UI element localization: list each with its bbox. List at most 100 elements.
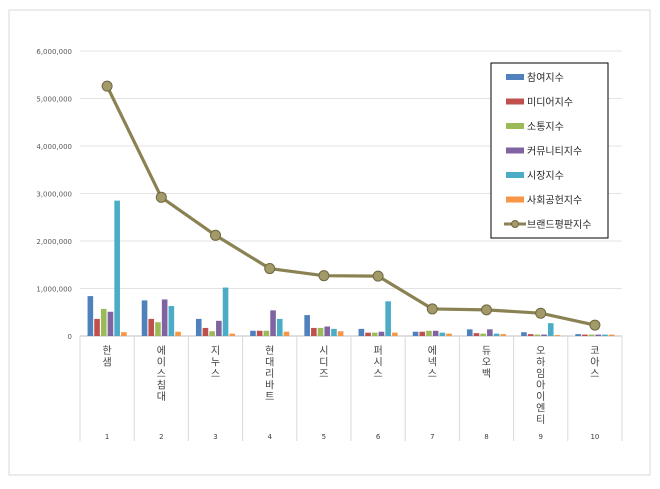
line-point <box>481 304 492 316</box>
x-category-label: 스 <box>211 368 220 380</box>
x-category-label: 아 <box>536 380 545 392</box>
x-category-number: 2 <box>159 433 163 441</box>
x-category-label: 침 <box>157 380 166 392</box>
bar <box>412 331 419 336</box>
bar <box>94 318 100 336</box>
y-tick-label: 2,000,000 <box>36 238 72 246</box>
line-point <box>318 270 330 282</box>
bar <box>365 332 371 336</box>
y-tick-label: 5,000,000 <box>36 96 72 104</box>
bar <box>270 310 276 336</box>
x-category-label: 현 <box>265 345 274 357</box>
x-category-label: 에 <box>428 345 437 357</box>
x-category-label: 트 <box>265 392 274 403</box>
legend-swatch <box>506 98 524 105</box>
bar <box>276 318 283 336</box>
x-category-label: 스 <box>428 368 437 380</box>
x-category-label: 백 <box>482 368 491 380</box>
line-path <box>105 85 596 327</box>
x-category-label: 즈 <box>319 369 328 380</box>
bar <box>432 330 439 336</box>
bar <box>500 334 507 336</box>
bar <box>283 331 290 336</box>
x-category-label: 퍼 <box>373 345 382 357</box>
x-category-label: 넥 <box>428 357 437 369</box>
bar <box>100 308 107 336</box>
bar <box>209 331 215 336</box>
legend-swatch <box>506 74 524 80</box>
bar <box>541 334 547 336</box>
bar <box>195 318 202 336</box>
x-category-label: 한 <box>102 345 111 357</box>
x-category-label: 시 <box>373 357 382 369</box>
x-category-label: 누 <box>211 357 220 369</box>
x-category-label: 디 <box>319 357 328 369</box>
x-category-label: 듀 <box>482 345 491 357</box>
y-axis: 0 1,000,000 2,000,000 3,000,000 4,000,000 5,0… <box>36 48 72 341</box>
bar <box>304 315 310 336</box>
bar <box>358 328 365 336</box>
x-axis: 한샘1에이스침대2지누스3현대리바트4시디즈5퍼시스6에넥스7듀오백8오하임아이… <box>79 336 623 441</box>
x-category-label: 스 <box>373 368 382 380</box>
bar <box>446 333 452 336</box>
legend-swatch <box>506 196 524 203</box>
bar <box>161 299 168 336</box>
bar <box>148 318 155 336</box>
legend-swatch <box>506 172 524 178</box>
x-category-label: 에 <box>157 345 166 357</box>
x-category-number: 1 <box>105 433 109 441</box>
x-category-label: 임 <box>536 367 545 380</box>
bar <box>202 327 209 336</box>
bar <box>575 334 581 336</box>
bar <box>419 331 426 336</box>
x-category-number: 10 <box>590 433 599 441</box>
x-category-label: 스 <box>590 368 599 380</box>
bar <box>222 287 229 336</box>
bar <box>311 327 317 336</box>
x-category-label: 지 <box>211 345 220 357</box>
x-category-label: 아 <box>590 357 599 369</box>
bar <box>588 334 595 336</box>
bar <box>87 296 94 336</box>
bar <box>547 323 554 336</box>
line-point <box>426 303 438 315</box>
legend-label: 사회공헌지수 <box>527 195 582 207</box>
legend-label: 브랜드평판지수 <box>527 219 591 231</box>
x-category-label: 대 <box>265 357 274 369</box>
legend-swatch <box>506 147 524 154</box>
x-category-label: 엔 <box>536 403 545 415</box>
x-category-label: 코 <box>590 346 599 357</box>
bar <box>250 330 256 336</box>
bar <box>602 334 608 336</box>
y-tick-label: 0 <box>68 333 72 341</box>
bar <box>229 333 236 336</box>
line-point <box>264 263 276 275</box>
bar <box>256 330 263 336</box>
bar <box>385 301 391 336</box>
line-point <box>210 229 221 241</box>
x-category-number: 6 <box>376 433 381 441</box>
bar-series <box>87 200 615 336</box>
x-category-label: 리 <box>265 368 274 380</box>
legend-label: 소통지수 <box>527 121 564 133</box>
bar <box>480 333 486 336</box>
bar <box>426 330 432 336</box>
bar <box>487 329 493 336</box>
bar <box>216 320 222 336</box>
bar <box>527 334 534 336</box>
bar <box>378 331 385 336</box>
bar <box>331 328 337 336</box>
x-category-number: 7 <box>430 433 434 441</box>
x-category-number: 9 <box>538 433 542 441</box>
line-point <box>155 191 167 203</box>
x-category-label: 이 <box>536 391 545 403</box>
legend-line-marker <box>511 220 519 228</box>
bar <box>582 334 588 336</box>
y-tick-label: 4,000,000 <box>36 143 72 151</box>
x-category-number: 5 <box>322 433 326 441</box>
y-tick-label: 6,000,000 <box>36 48 72 56</box>
bar <box>114 200 120 336</box>
bar <box>337 331 344 336</box>
